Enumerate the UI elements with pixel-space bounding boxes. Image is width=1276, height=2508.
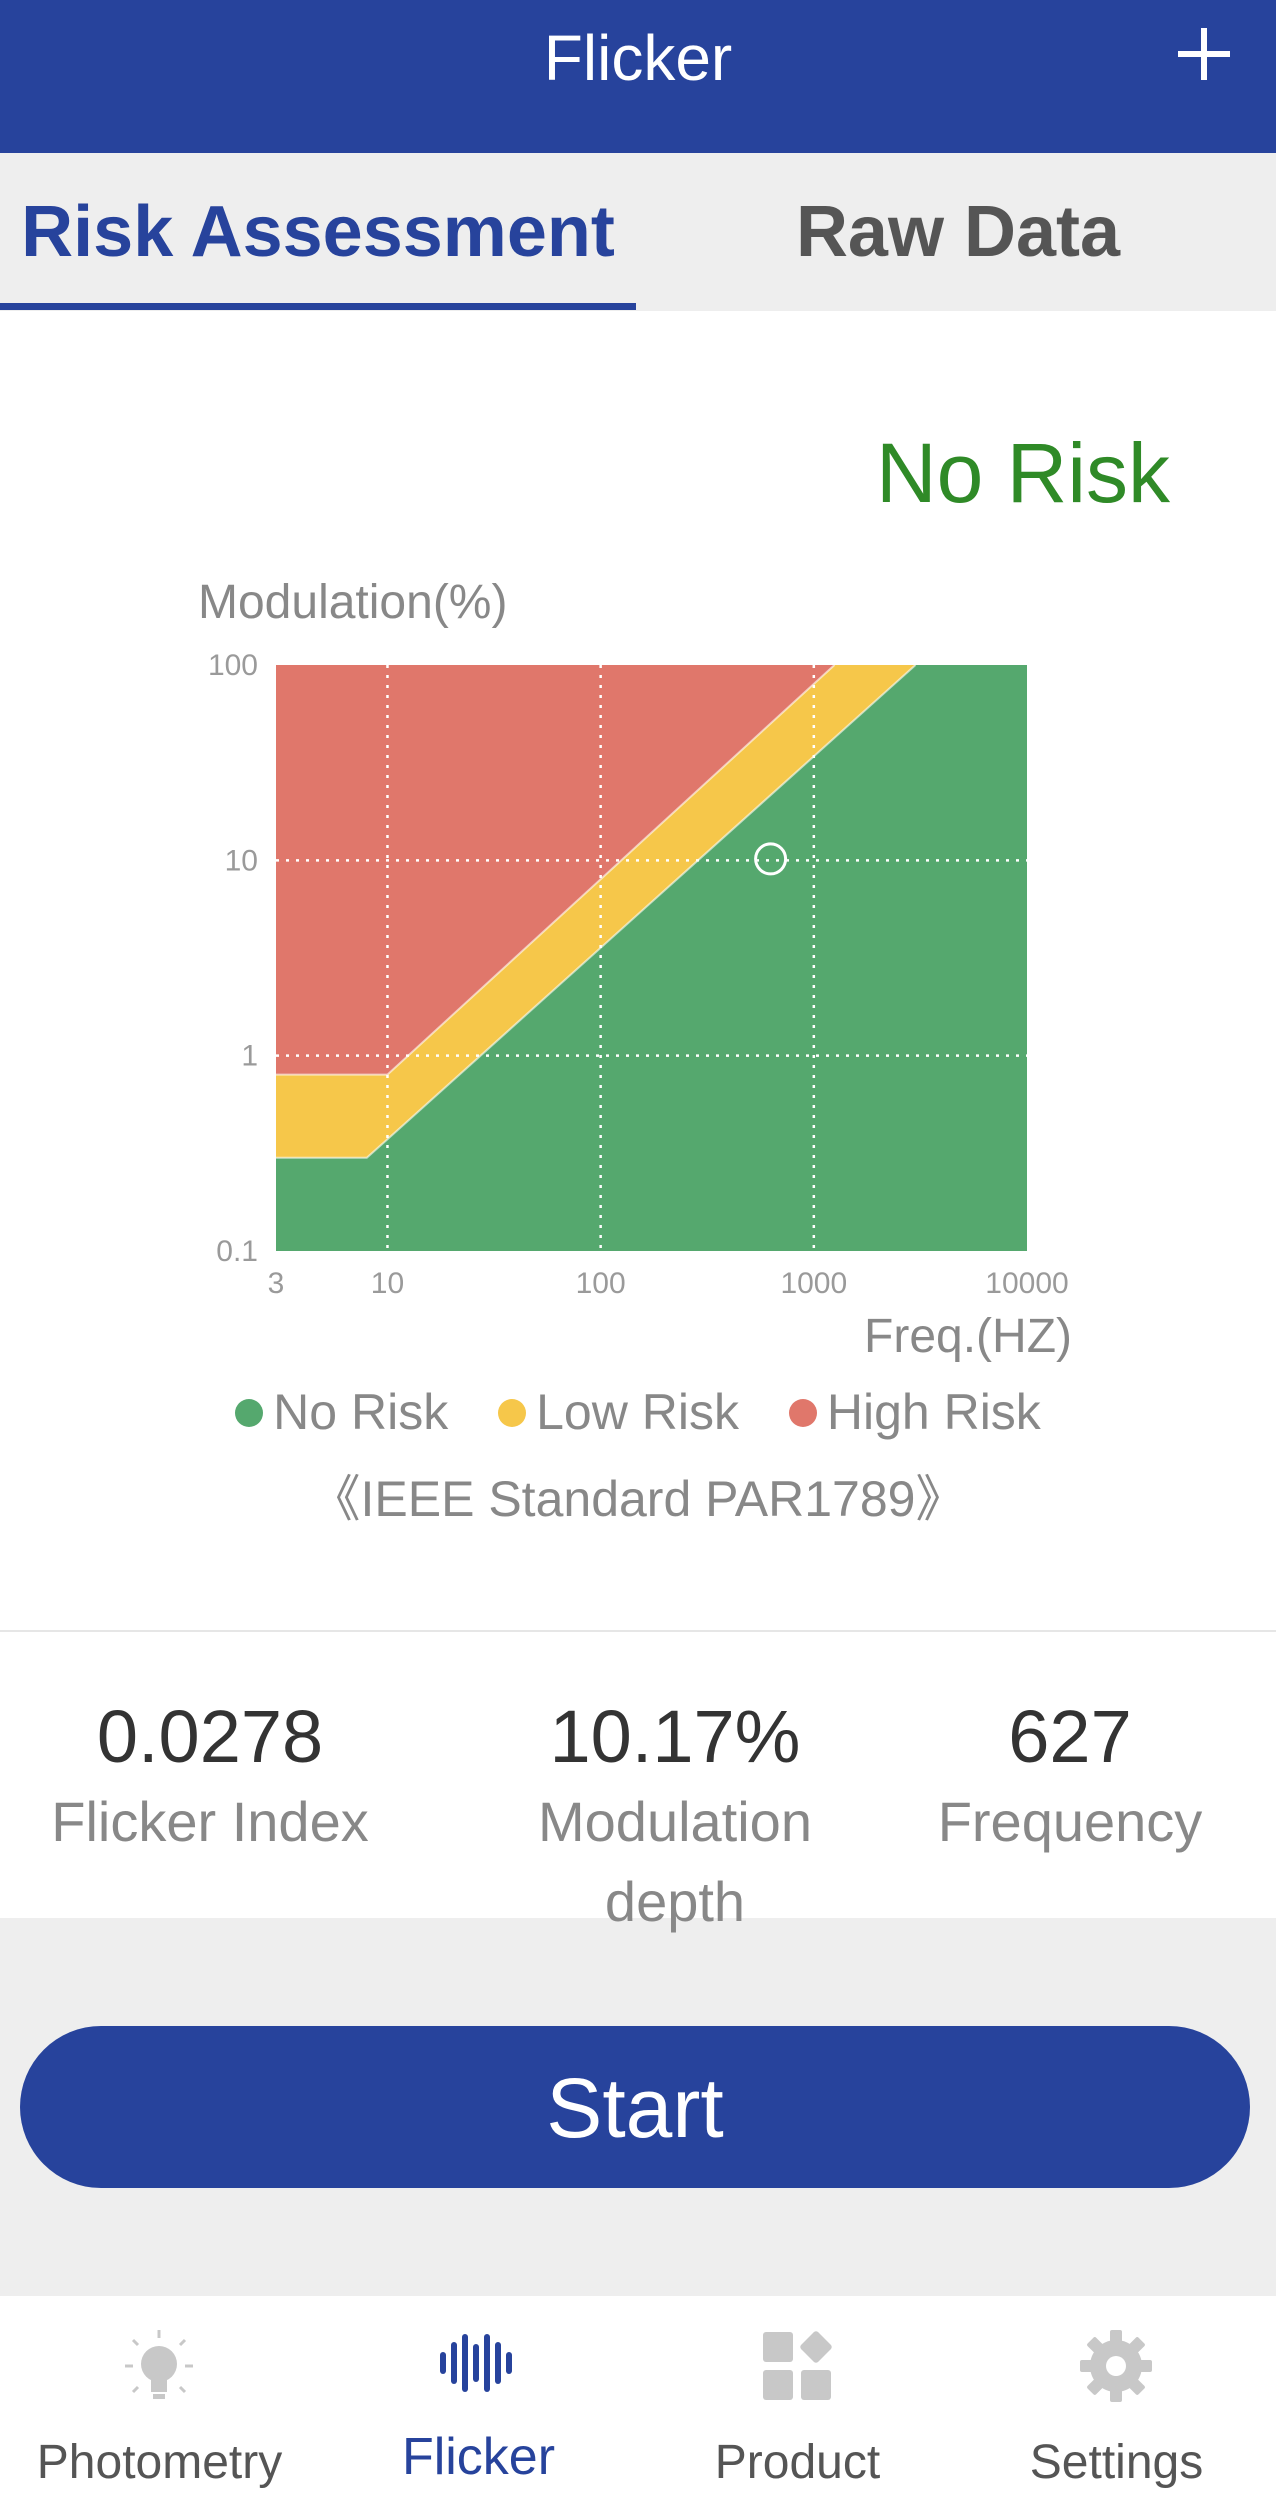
x-tick-label: 3 bbox=[268, 1267, 285, 1300]
nav-item-settings[interactable]: Settings bbox=[957, 2296, 1276, 2508]
gear-icon bbox=[1080, 2330, 1152, 2402]
y-tick-label: 10 bbox=[225, 844, 258, 877]
chart-svg: 3 10 100 1000 10000 100 10 1 0.1 Modulation(%) Fre… bbox=[198, 576, 1072, 1363]
stat-value: 10.17% bbox=[549, 1695, 801, 1778]
nav-label: Settings bbox=[1029, 2436, 1204, 2489]
stat-flicker-index: 0.0278 Flicker Index bbox=[0, 1692, 420, 1862]
legend-item-no-risk: No Risk bbox=[235, 1383, 448, 1441]
nav-item-flicker[interactable]: Flicker bbox=[319, 2296, 638, 2508]
tab-raw-data[interactable]: Raw Data bbox=[795, 192, 1121, 272]
tab-bar: Risk Assessment Raw Data bbox=[0, 153, 1276, 311]
stat-value: 0.0278 bbox=[96, 1695, 324, 1778]
x-tick-label: 1000 bbox=[780, 1267, 847, 1300]
standard-reference: 《IEEE Standard PAR1789》 bbox=[310, 1471, 966, 1527]
header-title: Flicker bbox=[543, 22, 733, 94]
stat-modulation-depth: 10.17% Modulation depth bbox=[465, 1692, 885, 1942]
high-risk-boundary-line bbox=[276, 664, 836, 1076]
legend-dot-high-risk bbox=[788, 1398, 817, 1427]
chart-legend: No Risk Low Risk High Risk bbox=[0, 1383, 1276, 1441]
legend-dot-no-risk bbox=[235, 1398, 264, 1427]
app-header: Flicker bbox=[0, 0, 1276, 153]
y-axis-label: Modulation(%) bbox=[198, 576, 507, 629]
stat-value: 627 bbox=[1008, 1695, 1132, 1778]
active-tab-indicator bbox=[0, 303, 636, 310]
risk-assessment-card: No Risk 3 10 100 1000 10000 100 10 1 0.1 Modulati… bbox=[0, 311, 1276, 1631]
stat-label: Flicker Index bbox=[51, 1790, 369, 1853]
flicker-risk-chart: 3 10 100 1000 10000 100 10 1 0.1 Modulation(%) Fre… bbox=[0, 311, 1276, 1631]
legend-label: No Risk bbox=[273, 1384, 449, 1440]
y-tick-label: 100 bbox=[208, 649, 258, 682]
start-button[interactable]: Start bbox=[20, 2026, 1250, 2188]
bulb-icon bbox=[125, 2330, 193, 2399]
divider bbox=[0, 1630, 1276, 1632]
waveform-icon bbox=[440, 2334, 512, 2392]
legend-dot-low-risk bbox=[498, 1398, 527, 1427]
y-tick-label: 0.1 bbox=[216, 1235, 258, 1268]
x-tick-label: 100 bbox=[576, 1267, 626, 1300]
nav-item-photometry[interactable]: Photometry bbox=[0, 2296, 319, 2508]
stats-panel: 0.0278 Flicker Index 10.17% Modulation d… bbox=[0, 1632, 1276, 1933]
y-tick-label: 1 bbox=[241, 1040, 258, 1073]
x-axis-label: Freq.(HZ) bbox=[864, 1310, 1072, 1363]
nav-label: Product bbox=[714, 2436, 881, 2489]
region-high-risk bbox=[276, 665, 835, 1075]
grid-icon bbox=[763, 2331, 832, 2400]
risk-result: No Risk bbox=[875, 426, 1170, 520]
legend-label: High Risk bbox=[826, 1384, 1041, 1440]
legend-label: Low Risk bbox=[536, 1384, 739, 1440]
legend-item-high-risk: High Risk bbox=[788, 1383, 1041, 1441]
low-risk-boundary-line bbox=[276, 664, 917, 1159]
bottom-nav: Photometry Flicker Product bbox=[0, 2296, 1276, 2508]
nav-label: Flicker bbox=[401, 2428, 556, 2486]
legend-item-low-risk: Low Risk bbox=[498, 1383, 739, 1441]
stat-frequency: 627 Frequency bbox=[880, 1692, 1260, 1862]
nav-item-product[interactable]: Product bbox=[638, 2296, 957, 2508]
stat-label: Modulation depth bbox=[538, 1790, 812, 1933]
x-tick-label: 10 bbox=[371, 1267, 404, 1300]
tab-risk-assessment[interactable]: Risk Assessment bbox=[21, 192, 615, 272]
plus-icon[interactable] bbox=[1172, 22, 1236, 86]
measurement-point bbox=[754, 842, 788, 876]
stat-label: Frequency bbox=[937, 1790, 1203, 1853]
x-tick-label: 10000 bbox=[985, 1267, 1068, 1300]
nav-label: Photometry bbox=[36, 2436, 283, 2489]
